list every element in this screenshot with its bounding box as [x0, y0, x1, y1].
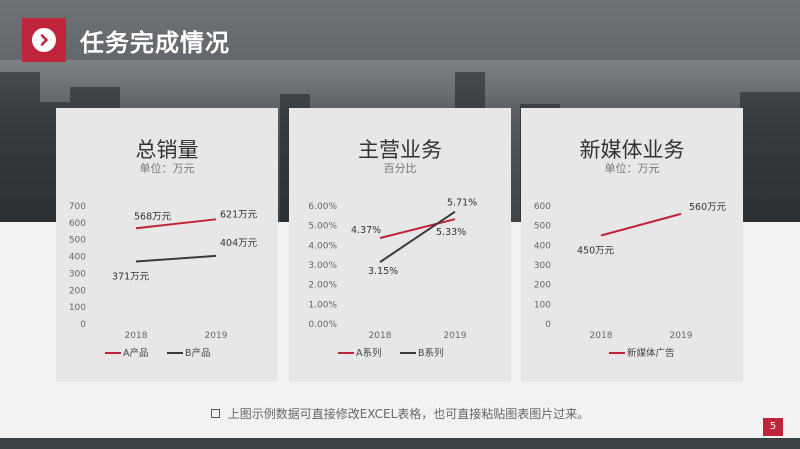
data-label: 450万元: [577, 246, 615, 257]
building-shape: [740, 92, 800, 222]
x-tick-label: 2019: [444, 331, 467, 341]
y-tick-label: 600: [534, 202, 551, 212]
bullet-square-icon: [210, 409, 220, 418]
legend-label: A产品: [123, 347, 149, 359]
chart-card-new-media: 新媒体业务 单位：万元 0 100 200 300 400 500 600 2018 2019 4…: [521, 108, 743, 382]
y-tick-label: 400: [534, 241, 551, 251]
data-label: 560万元: [689, 202, 727, 213]
y-tick-label: 2.00%: [308, 281, 337, 291]
y-tick-label: 300: [534, 261, 551, 271]
x-tick-label: 2019: [670, 331, 693, 341]
legend-label: A系列: [356, 347, 382, 359]
y-tick-label: 100: [534, 300, 551, 310]
y-tick-label: 3.00%: [308, 261, 337, 271]
x-tick-label: 2019: [205, 331, 228, 341]
legend-label: B产品: [185, 347, 211, 359]
y-tick-label: 0: [80, 320, 86, 330]
page-number: 5: [763, 418, 783, 436]
series-line-B系列: [379, 210, 456, 263]
chart-plot: 0.00% 1.00% 2.00% 3.00% 4.00% 5.00% 6.00% 2018 2…: [308, 198, 477, 359]
x-tick-label: 2018: [369, 331, 392, 341]
series-line-新媒体广告: [600, 212, 682, 237]
series-line-B产品: [135, 254, 217, 263]
data-label: 371万元: [112, 271, 150, 282]
chart-title: 新媒体业务: [579, 138, 685, 162]
y-tick-label: 0: [545, 320, 551, 330]
y-tick-label: 1.00%: [308, 300, 337, 310]
chart-card-main-business: 主营业务 百分比 0.00% 1.00% 2.00% 3.00% 4.00% 5.00% 6…: [289, 108, 511, 382]
chart-title: 主营业务: [358, 138, 442, 162]
x-tick-label: 2018: [590, 331, 613, 341]
y-tick-label: 200: [534, 281, 551, 291]
y-tick-label: 500: [534, 222, 551, 232]
y-tick-label: 4.00%: [308, 241, 337, 251]
data-label: 5.33%: [436, 227, 466, 238]
footnote: 上图示例数据可直接修改EXCEL表格，也可直接粘贴图表图片过来。: [0, 405, 800, 422]
y-tick-label: 300: [69, 269, 86, 279]
chart-card-total-sales: 总销量 单位：万元 0 100 200 300 400 500 600 700 2018 2019…: [56, 108, 278, 382]
y-tick-label: 6.00%: [308, 202, 337, 212]
data-label: 404万元: [220, 238, 258, 249]
series-line-A系列: [379, 218, 456, 240]
y-tick-label: 0.00%: [308, 320, 337, 330]
chart-title: 总销量: [135, 138, 199, 162]
building-shape: [0, 72, 40, 222]
footer-bar: [0, 438, 800, 449]
chart-plot: 0 100 200 300 400 500 600 700 2018 2019 568万元 621万元…: [69, 202, 258, 359]
legend-label: B系列: [418, 347, 444, 359]
data-label: 568万元: [134, 211, 172, 222]
legend-label: 新媒体广告: [627, 347, 675, 359]
data-label: 5.71%: [447, 198, 477, 209]
data-label: 4.37%: [351, 225, 381, 236]
footnote-text: 上图示例数据可直接修改EXCEL表格，也可直接粘贴图表图片过来。: [227, 407, 590, 421]
y-tick-label: 600: [69, 219, 86, 229]
chevron-right-icon: [22, 18, 66, 62]
data-label: 621万元: [220, 209, 258, 220]
y-tick-label: 200: [69, 286, 86, 296]
data-label: 3.15%: [368, 266, 398, 277]
chart-subtitle: 百分比: [383, 162, 417, 175]
page-title: 任务完成情况: [80, 28, 230, 57]
page-title-bar: 任务完成情况: [22, 18, 252, 62]
chart-plot: 0 100 200 300 400 500 600 2018 2019 450万元 560万元新媒体…: [534, 202, 727, 359]
y-tick-label: 400: [69, 253, 86, 263]
chart-subtitle: 单位：万元: [139, 162, 195, 175]
y-tick-label: 5.00%: [308, 222, 337, 232]
chart-subtitle: 单位：万元: [604, 162, 660, 175]
y-tick-label: 500: [69, 236, 86, 246]
x-tick-label: 2018: [125, 331, 148, 341]
series-line-A产品: [135, 218, 217, 230]
y-tick-label: 700: [69, 202, 86, 212]
y-tick-label: 100: [69, 303, 86, 313]
